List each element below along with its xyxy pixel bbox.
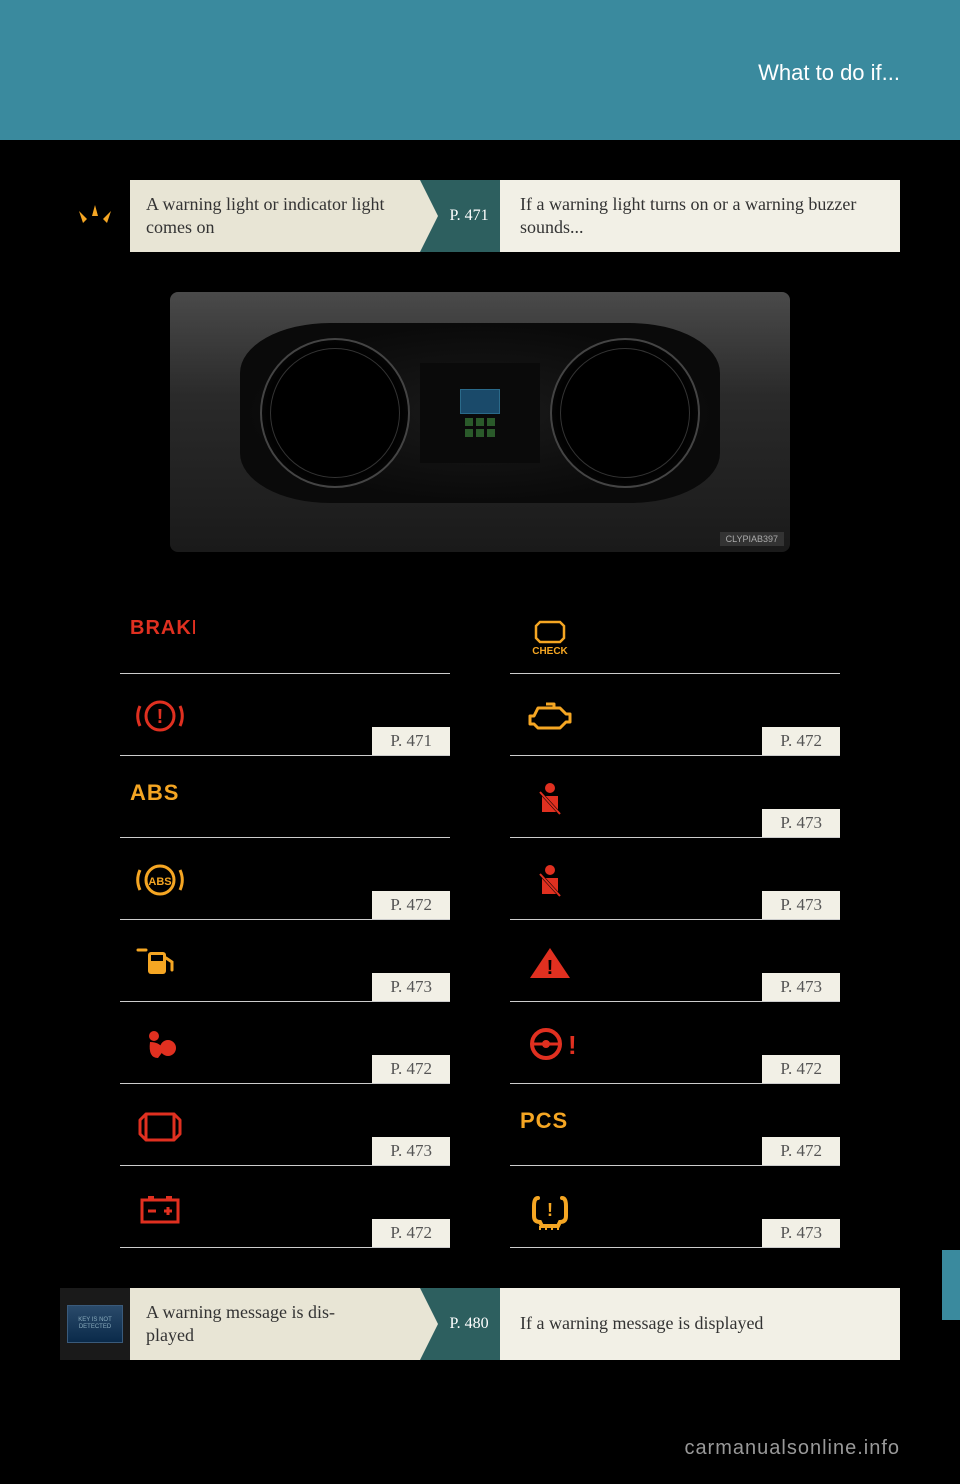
- door-icon: [120, 1097, 200, 1157]
- nav-row-warning-message: KEY IS NOT DETECTED A warning message is…: [60, 1288, 900, 1360]
- page-ref: P. 473: [762, 891, 840, 919]
- warning-row: [120, 592, 450, 674]
- warning-row: P. 472: [120, 838, 450, 920]
- photo-id-label: CLYPIAB397: [720, 532, 784, 546]
- airbag-icon: [120, 1015, 200, 1075]
- header-band: What to do if...: [0, 0, 960, 140]
- warning-row: P. 473: [510, 838, 840, 920]
- check-engine-text-icon: [510, 605, 590, 665]
- warning-row: P. 473: [510, 920, 840, 1002]
- nav-right-text: If a warning light turns on or a warning…: [500, 180, 900, 252]
- page-ref: P. 472: [762, 1055, 840, 1083]
- nav-left-text: A warning light or indicator light comes…: [130, 180, 420, 252]
- page-ref: P. 473: [372, 1137, 450, 1165]
- brake-text-icon: [120, 605, 200, 665]
- page-ref: P. 473: [372, 973, 450, 1001]
- brake-circle-icon: [120, 687, 200, 747]
- watermark: carmanualsonline.info: [684, 1437, 900, 1460]
- warning-row: P. 473: [510, 1166, 840, 1248]
- warning-row: P. 472: [510, 1002, 840, 1084]
- page-ref: P. 472: [372, 1055, 450, 1083]
- message-screen-icon: KEY IS NOT DETECTED: [60, 1288, 130, 1360]
- warning-row: P. 472: [120, 1002, 450, 1084]
- page-title: What to do if...: [758, 60, 900, 86]
- nav-right-text: If a warning message is displayed: [500, 1288, 900, 1360]
- tire-icon: [510, 1179, 590, 1239]
- seatbelt-icon: [510, 769, 590, 829]
- warning-row: [510, 592, 840, 674]
- tachometer-gauge: [550, 338, 700, 488]
- check-engine-icon: [510, 687, 590, 747]
- page-ref: P. 473: [762, 809, 840, 837]
- nav-left-text: A warning message is dis- played: [130, 1288, 420, 1360]
- warning-lights-grid: P. 471 P. 472 P. 473 P. 472 P. 473 P. 472 P. …: [60, 592, 900, 1248]
- pcs-text-icon: [510, 1097, 590, 1157]
- warning-column-left: P. 471 P. 472 P. 473 P. 472 P. 473 P. 472: [120, 592, 450, 1248]
- side-tab: [942, 1250, 960, 1320]
- page-ref: P. 473: [762, 973, 840, 1001]
- page-ref: P. 472: [372, 1219, 450, 1247]
- warning-row: P. 472: [510, 674, 840, 756]
- page-ref: P. 472: [762, 1137, 840, 1165]
- warning-row: P. 472: [120, 1166, 450, 1248]
- steering-icon: [510, 1015, 590, 1075]
- page-ref: P. 473: [762, 1219, 840, 1247]
- nav-row-warning-light: A warning light or indicator light comes…: [60, 180, 900, 252]
- warning-burst-icon: [60, 180, 130, 252]
- battery-icon: [120, 1179, 200, 1239]
- warning-triangle-icon: [510, 933, 590, 993]
- content-area: A warning light or indicator light comes…: [0, 140, 960, 1408]
- page-ref: P. 472: [372, 891, 450, 919]
- dashboard-photo: CLYPIAB397: [170, 292, 790, 552]
- warning-row: P. 473: [120, 920, 450, 1002]
- warning-column-right: P. 472 P. 473 P. 473 P. 473 P. 472 P. 472 P. 4…: [510, 592, 840, 1248]
- warning-row: P. 472: [510, 1084, 840, 1166]
- center-display: [420, 363, 540, 463]
- fuel-icon: [120, 933, 200, 993]
- page-ref: P. 471: [372, 727, 450, 755]
- speedometer-gauge: [260, 338, 410, 488]
- warning-row: P. 473: [120, 1084, 450, 1166]
- seatbelt-icon: [510, 851, 590, 911]
- warning-row: P. 471: [120, 674, 450, 756]
- abs-circle-icon: [120, 851, 200, 911]
- abs-text-icon: [120, 769, 200, 829]
- warning-row: [120, 756, 450, 838]
- page-ref: P. 472: [762, 727, 840, 755]
- warning-row: P. 473: [510, 756, 840, 838]
